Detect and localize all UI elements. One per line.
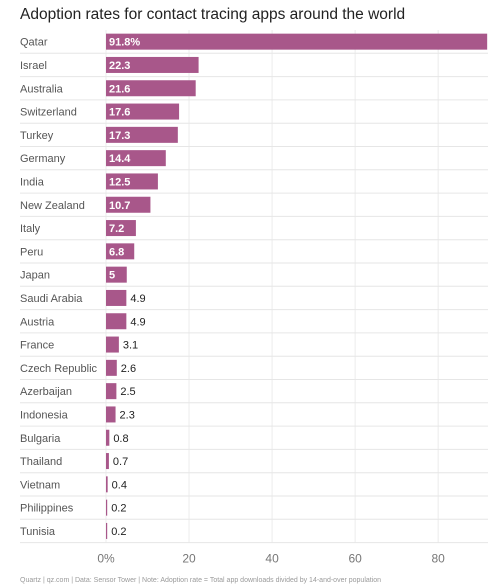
value-label: 7.2	[109, 223, 124, 235]
value-label: 2.3	[120, 409, 135, 421]
category-label: Saudi Arabia	[20, 293, 83, 305]
x-tick-label: 40	[265, 552, 279, 566]
value-label: 12.5	[109, 176, 130, 188]
bar	[106, 289, 127, 306]
category-label: Peru	[20, 246, 43, 258]
value-label: 91.8%	[109, 37, 140, 49]
x-tick-label: 0%	[97, 552, 115, 566]
value-label: 3.1	[123, 340, 138, 352]
bar	[106, 336, 119, 353]
value-label: 10.7	[109, 200, 130, 212]
bar	[106, 80, 196, 97]
category-label: Turkey	[20, 130, 54, 142]
bar	[106, 33, 488, 50]
bar	[106, 499, 108, 516]
value-label: 2.6	[121, 363, 136, 375]
x-axis-ticks: 0% 20 40 60 80	[97, 552, 445, 566]
value-label: 2.5	[120, 386, 135, 398]
x-tick-label: 80	[431, 552, 445, 566]
value-label: 0.4	[112, 479, 127, 491]
category-label: Israel	[20, 60, 47, 72]
bar	[106, 243, 135, 260]
category-label: Australia	[20, 83, 64, 95]
value-label: 5	[109, 270, 115, 282]
category-label: Vietnam	[20, 479, 60, 491]
value-label: 14.4	[109, 153, 131, 165]
value-label: 0.2	[111, 503, 126, 515]
category-label: Azerbaijan	[20, 386, 72, 398]
bar	[106, 173, 158, 190]
chart-footer: Quartz | qz.com | Data: Sensor Tower | N…	[20, 577, 382, 584]
category-label: Germany	[20, 153, 66, 165]
bar	[106, 196, 151, 213]
value-label: 0.8	[113, 433, 128, 445]
bar	[106, 522, 108, 539]
category-label: Qatar	[20, 37, 48, 49]
bar	[106, 453, 109, 470]
value-label: 0.2	[111, 526, 126, 538]
bar	[106, 126, 178, 143]
value-label: 0.7	[113, 456, 128, 468]
category-label: Indonesia	[20, 409, 69, 421]
category-label: Austria	[20, 316, 55, 328]
category-label: Italy	[20, 223, 41, 235]
category-label: Bulgaria	[20, 433, 61, 445]
bar	[106, 476, 108, 493]
bar	[106, 56, 199, 73]
bar	[106, 429, 110, 446]
bar	[106, 313, 127, 330]
category-label: Philippines	[20, 503, 74, 515]
value-label: 21.6	[109, 83, 130, 95]
category-label: Tunisia	[20, 526, 56, 538]
category-label: Japan	[20, 270, 50, 282]
row-separators	[20, 52, 488, 544]
value-label: 17.6	[109, 107, 130, 119]
category-label: Switzerland	[20, 107, 77, 119]
chart-title: Adoption rates for contact tracing apps …	[20, 6, 406, 23]
x-tick-label: 20	[182, 552, 196, 566]
x-tick-label: 60	[348, 552, 362, 566]
category-label: France	[20, 340, 54, 352]
category-label: India	[20, 176, 45, 188]
bar	[106, 220, 136, 237]
bar	[106, 103, 180, 120]
value-label: 17.3	[109, 130, 130, 142]
value-label: 4.9	[130, 316, 145, 328]
category-label: Czech Republic	[20, 363, 98, 375]
bar	[106, 406, 116, 423]
bar	[106, 266, 127, 283]
value-label: 4.9	[130, 293, 145, 305]
bars	[106, 33, 488, 539]
category-label: New Zealand	[20, 200, 85, 212]
bar	[106, 359, 117, 376]
bar	[106, 383, 117, 400]
category-label: Thailand	[20, 456, 62, 468]
labels: Qatar 91.8% Israel 22.3 Australia 21.6 Switzer…	[20, 37, 146, 538]
value-label: 6.8	[109, 246, 124, 258]
value-label: 22.3	[109, 60, 130, 72]
bar	[106, 150, 166, 167]
